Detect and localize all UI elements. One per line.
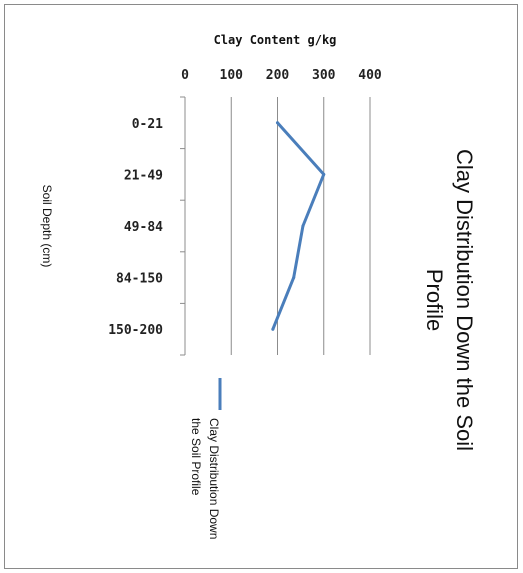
- x-tick-label-100: 100: [220, 68, 244, 83]
- category-label-0-21: 0-21: [132, 117, 163, 132]
- category-label-150-200: 150-200: [108, 323, 163, 338]
- x-tick-label-300: 300: [312, 68, 336, 83]
- series-line-0: [271, 121, 326, 331]
- data-point-0-21: [276, 121, 279, 125]
- category-label-84-150: 84-150: [116, 272, 163, 287]
- y-axis-title: Soil Depth (cm): [40, 185, 54, 268]
- axis-layer: [180, 96, 186, 356]
- label-layer: 0 100 200 300 400 0-21 21-49 49-84 84-150 150-200: [108, 68, 382, 338]
- data-point-150-200: [271, 327, 275, 331]
- legend-label-line-1: Clay Distribution Down: [207, 418, 221, 539]
- data-point-84-150: [292, 276, 296, 280]
- data-point-49-84: [301, 224, 305, 228]
- chart-title-line-2: Profile: [422, 269, 447, 331]
- x-tick-label-400: 400: [358, 68, 382, 83]
- chart-frame: [4, 4, 518, 569]
- x-tick-label-200: 200: [266, 68, 290, 83]
- x-tick-label-0: 0: [181, 68, 189, 83]
- series-layer: [271, 121, 326, 331]
- x-axis-title: Clay Content g/kg: [214, 33, 337, 47]
- chart-title: Clay Distribution Down the Soil Profile: [422, 149, 477, 451]
- chart-title-line-1: Clay Distribution Down the Soil: [452, 149, 477, 451]
- data-point-21-49: [322, 172, 326, 176]
- category-label-21-49: 21-49: [124, 168, 163, 183]
- legend-label-line-2: the Soil Profile: [189, 418, 203, 496]
- legend: Clay Distribution Down the Soil Profile: [189, 378, 222, 539]
- grid-layer: [230, 97, 371, 355]
- category-label-49-84: 49-84: [124, 220, 163, 235]
